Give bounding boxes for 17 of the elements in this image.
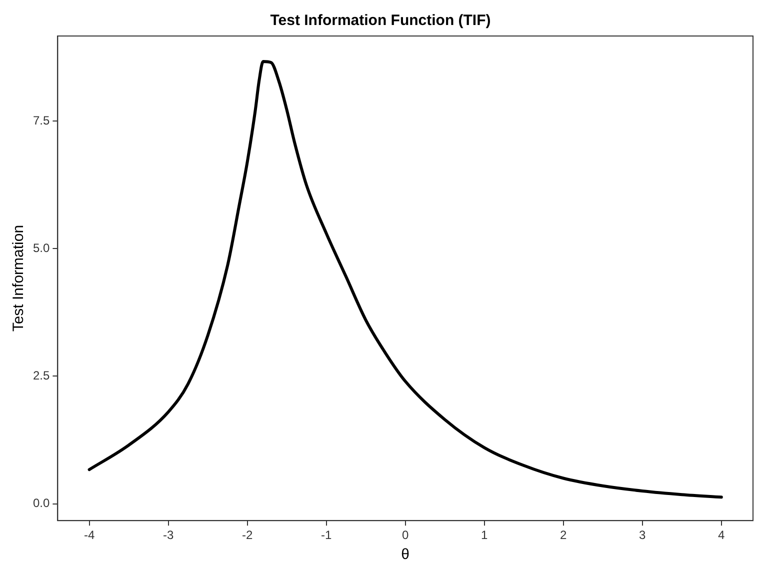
x-axis-title: θ <box>401 546 410 564</box>
x-tick-label: 4 <box>718 528 726 542</box>
y-tick-label: 2.5 <box>32 368 50 383</box>
x-tick-label: 3 <box>639 528 646 542</box>
x-tick-label: -3 <box>162 528 174 542</box>
x-tick-label: 2 <box>560 528 568 542</box>
chart-title: Test Information Function (TIF) <box>270 12 491 30</box>
y-tick-label: 0.0 <box>32 496 50 510</box>
x-tick-label: -2 <box>242 528 253 542</box>
y-tick-label: 7.5 <box>32 114 50 128</box>
x-tick-label: 0 <box>402 528 409 542</box>
x-tick-label: 1 <box>481 528 488 542</box>
y-axis-title: Test Information <box>10 224 28 332</box>
x-tick-label: -4 <box>84 528 95 542</box>
line-series <box>88 60 723 499</box>
y-tick-label: 5.0 <box>32 241 50 256</box>
x-tick-label: -1 <box>320 528 332 542</box>
